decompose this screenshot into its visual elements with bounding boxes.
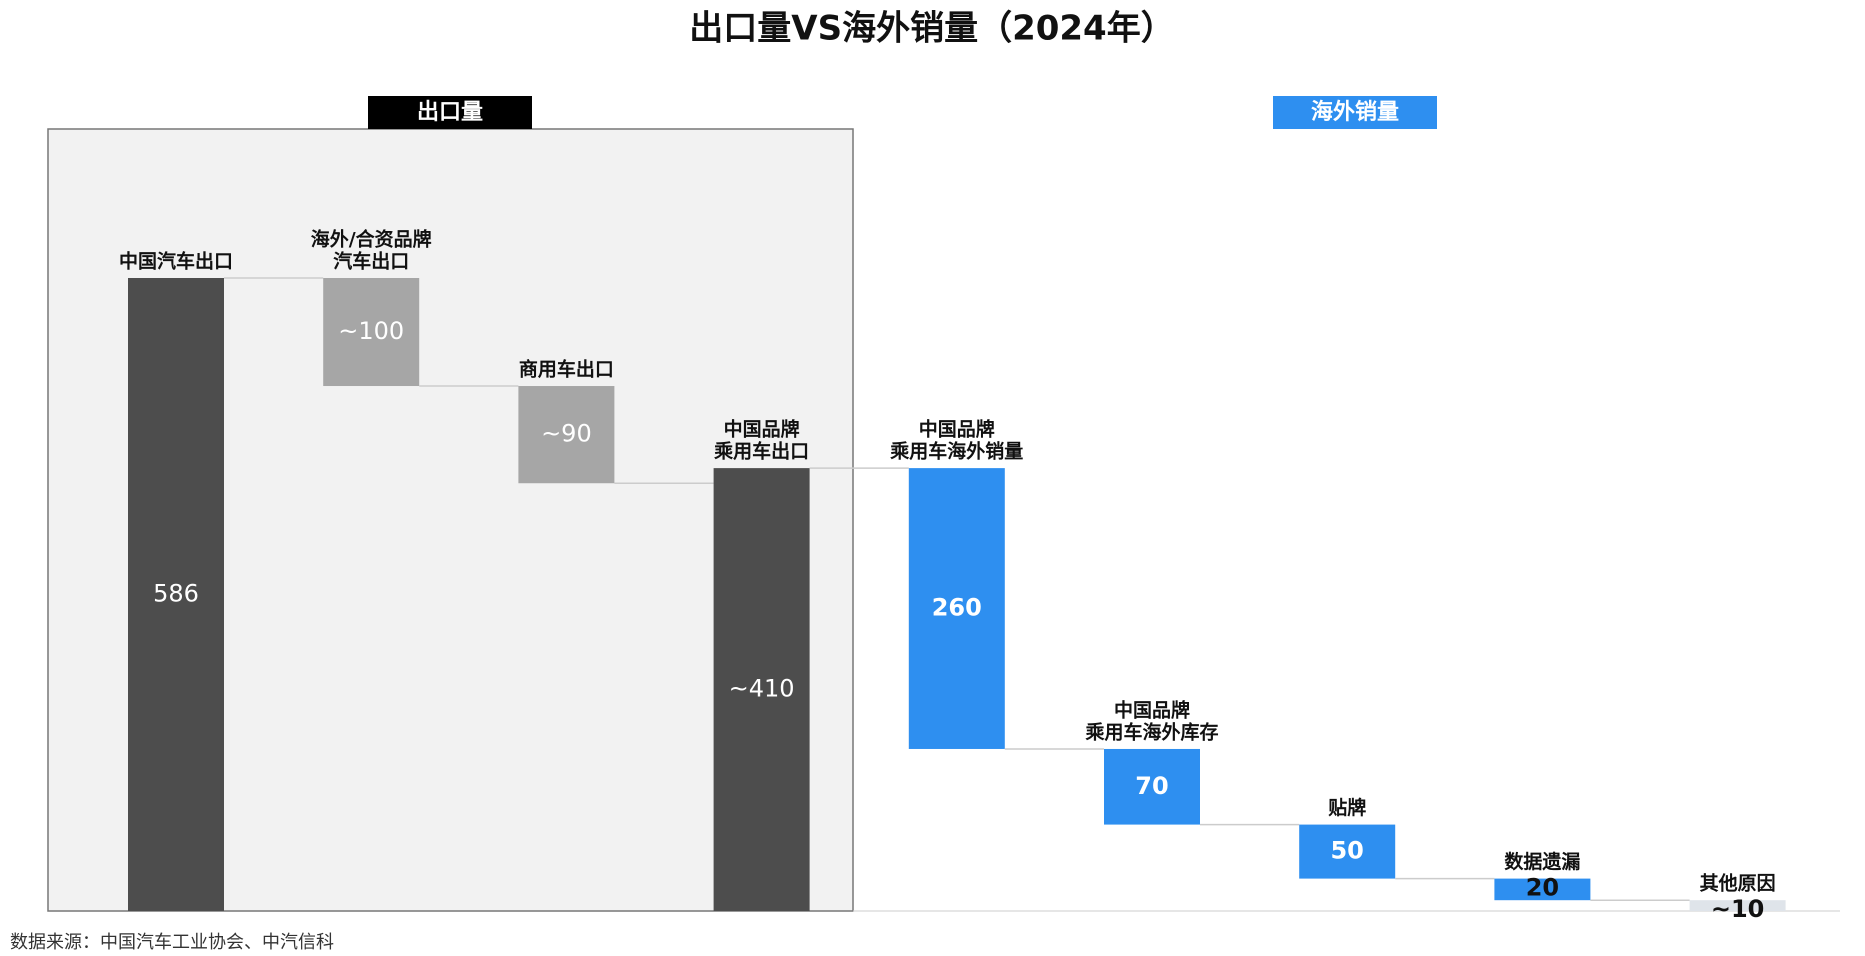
value-label: 586	[153, 580, 199, 608]
category-label: 中国品牌	[724, 418, 800, 441]
category-label: 其他原因	[1700, 872, 1776, 895]
bar	[1299, 824, 1396, 879]
category-label: 乘用车海外库存	[1084, 720, 1218, 743]
category-label: 乘用车海外销量	[889, 440, 1023, 463]
group-box	[368, 96, 532, 129]
group-label: 海外销量	[1311, 99, 1399, 125]
bar	[1689, 900, 1786, 911]
bar	[1104, 748, 1200, 825]
category-label: 商用车出口	[519, 358, 614, 381]
bar	[128, 278, 224, 911]
value-label: ~100	[338, 317, 404, 345]
category-label: 数据遗漏	[1504, 850, 1580, 873]
value-label: ~10	[1711, 895, 1765, 923]
group-box	[1273, 96, 1437, 129]
group-label: 出口量	[417, 100, 483, 125]
category-label: 海外/合资品牌	[311, 228, 432, 251]
bar	[1494, 878, 1591, 901]
value-label: 260	[932, 594, 982, 622]
value-label: 20	[1526, 874, 1559, 902]
value-label: ~410	[729, 675, 795, 703]
bar	[713, 468, 810, 911]
bar	[908, 468, 1005, 749]
value-label: 50	[1330, 837, 1363, 865]
category-label: 贴牌	[1328, 796, 1366, 819]
bar	[323, 278, 420, 387]
category-label: 中国汽车出口	[119, 250, 233, 273]
bar	[518, 386, 615, 484]
chart-title: 出口量VS海外销量（2024年）	[689, 9, 1174, 49]
category-label: 乘用车出口	[713, 440, 809, 463]
category-label: 中国品牌	[1114, 698, 1190, 721]
category-label: 中国品牌	[919, 418, 995, 441]
source: 数据来源：中国汽车工业协会、中汽信科	[10, 932, 334, 953]
value-label: 70	[1135, 772, 1168, 800]
value-label: ~90	[541, 420, 592, 448]
category-label: 汽车出口	[333, 250, 409, 273]
